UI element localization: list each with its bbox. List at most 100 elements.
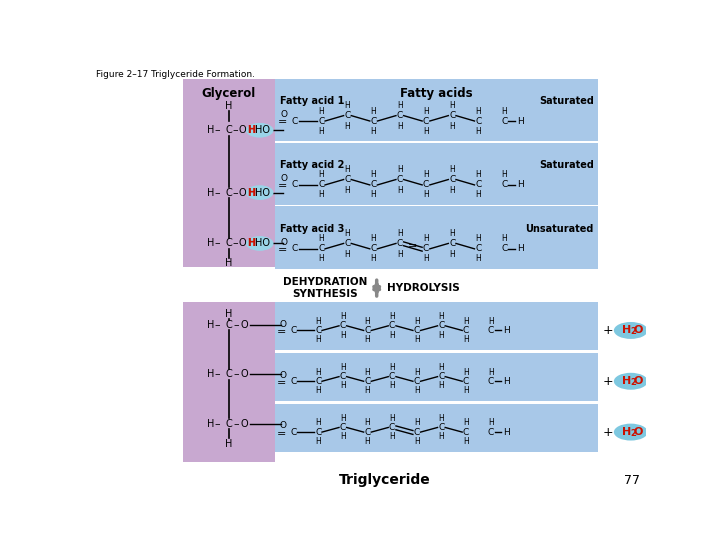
- Text: +: +: [603, 426, 613, 438]
- Ellipse shape: [614, 322, 648, 339]
- Text: H: H: [397, 229, 402, 238]
- Text: –: –: [233, 369, 238, 379]
- Text: H: H: [364, 335, 370, 344]
- Text: H: H: [390, 432, 395, 441]
- Text: H: H: [318, 191, 324, 199]
- Text: H: H: [487, 316, 493, 326]
- Text: H: H: [463, 316, 469, 326]
- Text: H: H: [371, 126, 377, 136]
- Text: H: H: [475, 171, 481, 179]
- Text: 2: 2: [630, 429, 636, 438]
- Text: C: C: [292, 244, 298, 253]
- Text: H: H: [503, 428, 510, 436]
- Text: H: H: [423, 191, 429, 199]
- Text: O: O: [279, 320, 287, 329]
- Text: H: H: [463, 437, 469, 446]
- Text: H: H: [438, 414, 444, 423]
- Text: H: H: [315, 368, 321, 376]
- Text: C: C: [318, 244, 325, 253]
- Text: –: –: [233, 187, 238, 198]
- Text: C: C: [315, 377, 321, 386]
- Text: H: H: [364, 316, 370, 326]
- Text: –: –: [233, 239, 238, 248]
- Text: 2: 2: [630, 327, 636, 336]
- Text: H: H: [340, 381, 346, 390]
- Text: H: H: [438, 330, 444, 340]
- Text: H: H: [502, 234, 508, 244]
- Text: O: O: [279, 370, 287, 380]
- Text: HO: HO: [256, 125, 270, 135]
- Text: H: H: [207, 320, 214, 330]
- Text: H: H: [390, 312, 395, 321]
- Text: H: H: [438, 432, 444, 441]
- Text: H: H: [518, 244, 524, 253]
- Text: C: C: [371, 117, 377, 125]
- Text: Fatty acid 3: Fatty acid 3: [279, 224, 344, 234]
- Text: –: –: [215, 239, 220, 248]
- Text: O: O: [240, 369, 248, 379]
- Text: H: H: [449, 229, 455, 238]
- Text: H: H: [318, 254, 324, 264]
- Text: C: C: [225, 320, 233, 330]
- Bar: [275, 302, 598, 350]
- Text: O: O: [240, 418, 248, 429]
- Text: Unsaturated: Unsaturated: [526, 224, 594, 234]
- Text: H: H: [345, 229, 351, 238]
- Text: H: H: [449, 165, 455, 174]
- Ellipse shape: [614, 423, 648, 441]
- Text: H: H: [475, 254, 481, 264]
- Text: C: C: [475, 117, 482, 125]
- Text: H: H: [397, 186, 402, 195]
- Bar: [275, 143, 598, 205]
- Text: C: C: [344, 175, 351, 184]
- Text: H: H: [340, 363, 346, 372]
- Text: H: H: [621, 326, 631, 335]
- Text: C: C: [290, 428, 297, 436]
- Text: C: C: [364, 377, 371, 386]
- Bar: [183, 79, 275, 267]
- Text: –: –: [215, 320, 220, 330]
- Text: C: C: [290, 326, 297, 335]
- Text: O: O: [279, 421, 287, 430]
- Text: C: C: [463, 377, 469, 386]
- Text: C: C: [463, 428, 469, 436]
- Text: H: H: [502, 106, 508, 116]
- Text: C: C: [389, 423, 395, 432]
- Text: C: C: [389, 372, 395, 381]
- Text: H: H: [225, 309, 233, 319]
- Text: H: H: [364, 368, 370, 376]
- Text: H: H: [345, 122, 351, 131]
- Text: C: C: [487, 377, 494, 386]
- Text: C: C: [315, 326, 321, 335]
- Text: H: H: [247, 187, 256, 198]
- Text: C: C: [397, 111, 403, 120]
- Text: O: O: [239, 125, 246, 135]
- Text: H: H: [247, 239, 256, 248]
- Text: H: H: [207, 239, 214, 248]
- Text: =: =: [278, 117, 287, 127]
- Text: HO: HO: [256, 239, 270, 248]
- Text: =: =: [278, 181, 287, 191]
- Text: H: H: [463, 335, 469, 344]
- Text: C: C: [315, 428, 321, 436]
- Text: H: H: [340, 432, 346, 441]
- Text: H: H: [318, 106, 324, 116]
- Text: H: H: [414, 316, 420, 326]
- Text: C: C: [463, 326, 469, 335]
- Text: H: H: [397, 122, 402, 131]
- Text: C: C: [225, 187, 233, 198]
- Text: C: C: [371, 180, 377, 190]
- Text: H: H: [315, 418, 321, 427]
- Ellipse shape: [246, 123, 274, 138]
- Text: H: H: [225, 259, 233, 268]
- Text: C: C: [318, 117, 325, 125]
- Text: C: C: [423, 244, 429, 253]
- Bar: [275, 206, 598, 269]
- Text: –: –: [215, 369, 220, 379]
- Text: H: H: [364, 386, 370, 395]
- Text: C: C: [225, 418, 233, 429]
- Text: H: H: [449, 186, 455, 195]
- Text: C: C: [389, 321, 395, 330]
- Text: H: H: [225, 438, 233, 449]
- Text: H: H: [371, 171, 377, 179]
